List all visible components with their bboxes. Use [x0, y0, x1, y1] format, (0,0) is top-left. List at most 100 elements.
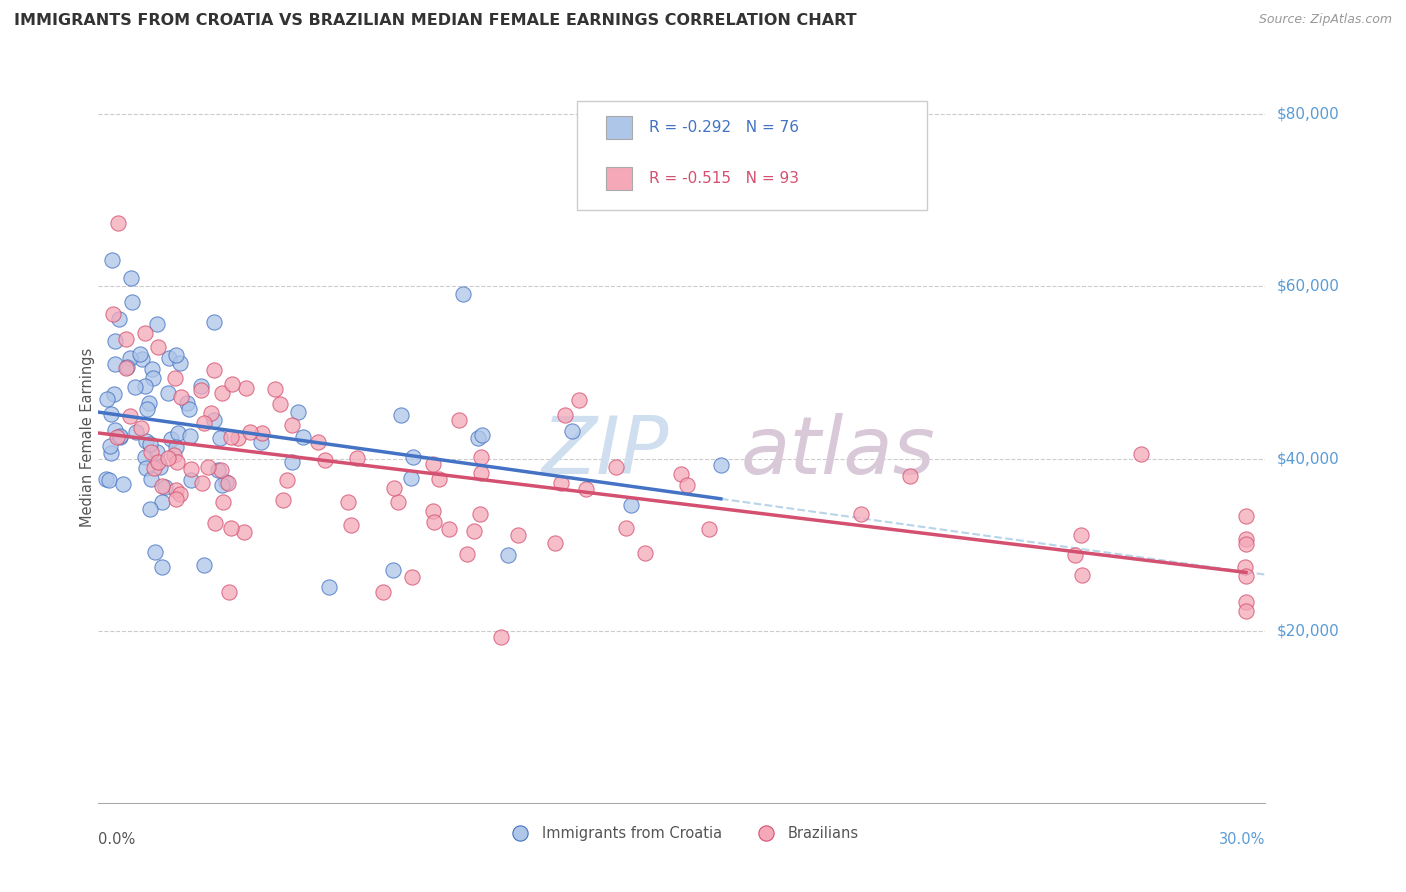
- Point: [115, 360, 138, 375]
- Point: [100, 446, 122, 460]
- Point: [94, 472, 117, 486]
- Point: [146, 340, 169, 354]
- Point: [1234, 537, 1257, 551]
- Point: [101, 307, 124, 321]
- Point: [422, 515, 444, 529]
- Point: [138, 396, 160, 410]
- Point: [150, 559, 173, 574]
- Point: [104, 357, 127, 371]
- Point: [104, 423, 127, 437]
- Text: $80,000: $80,000: [1277, 107, 1340, 122]
- Point: [190, 383, 212, 397]
- Point: [340, 517, 363, 532]
- Point: [159, 432, 181, 446]
- Point: [176, 395, 198, 409]
- Point: [371, 585, 394, 599]
- Text: $20,000: $20,000: [1277, 624, 1340, 638]
- Point: [131, 352, 153, 367]
- Point: [148, 455, 170, 469]
- Point: [318, 580, 340, 594]
- Point: [149, 459, 172, 474]
- Point: [139, 437, 162, 451]
- Point: [544, 536, 567, 550]
- Point: [276, 473, 298, 487]
- Text: 30.0%: 30.0%: [1219, 832, 1265, 847]
- Point: [191, 475, 214, 490]
- Point: [568, 393, 591, 408]
- Point: [128, 347, 150, 361]
- Point: [179, 429, 201, 443]
- Point: [169, 356, 191, 370]
- Point: [135, 434, 157, 448]
- Point: [387, 495, 409, 509]
- Point: [193, 558, 215, 573]
- Legend: Immigrants from Croatia, Brazilians: Immigrants from Croatia, Brazilians: [499, 820, 865, 847]
- Point: [134, 450, 156, 464]
- Point: [165, 371, 187, 385]
- Point: [211, 386, 233, 401]
- Point: [142, 461, 165, 475]
- Point: [467, 431, 489, 445]
- FancyBboxPatch shape: [576, 101, 927, 211]
- Point: [249, 434, 271, 449]
- Point: [470, 450, 492, 465]
- Point: [165, 483, 187, 497]
- Point: [287, 405, 309, 419]
- Point: [346, 450, 368, 465]
- Point: [1234, 569, 1257, 583]
- Point: [470, 507, 492, 521]
- Point: [101, 252, 124, 267]
- Point: [105, 430, 128, 444]
- Point: [221, 376, 243, 391]
- Point: [226, 431, 249, 445]
- Point: [142, 371, 165, 385]
- Point: [215, 475, 238, 489]
- Point: [177, 401, 200, 416]
- Point: [97, 473, 120, 487]
- Point: [207, 463, 229, 477]
- Point: [141, 472, 163, 486]
- Text: $60,000: $60,000: [1277, 279, 1340, 294]
- Point: [456, 547, 478, 561]
- Point: [120, 270, 142, 285]
- Point: [107, 216, 129, 230]
- Point: [235, 381, 257, 395]
- Point: [1234, 594, 1257, 608]
- Text: $40,000: $40,000: [1277, 451, 1340, 467]
- Point: [141, 444, 163, 458]
- Point: [129, 420, 152, 434]
- Point: [1234, 532, 1257, 546]
- Point: [121, 294, 143, 309]
- Point: [489, 630, 512, 644]
- Point: [506, 527, 529, 541]
- Point: [232, 524, 254, 539]
- Point: [157, 351, 180, 365]
- Point: [620, 498, 643, 512]
- Point: [204, 315, 226, 329]
- Point: [447, 413, 470, 427]
- Point: [451, 287, 474, 301]
- Point: [669, 467, 692, 481]
- Point: [675, 478, 697, 492]
- Point: [269, 397, 291, 411]
- Point: [157, 451, 180, 466]
- FancyBboxPatch shape: [606, 168, 631, 190]
- Point: [143, 545, 166, 559]
- Point: [139, 502, 162, 516]
- Point: [135, 402, 157, 417]
- Point: [849, 507, 872, 521]
- Point: [170, 390, 193, 404]
- Point: [115, 360, 138, 375]
- Point: [605, 459, 627, 474]
- Point: [217, 476, 239, 491]
- Point: [125, 425, 148, 440]
- Text: Source: ZipAtlas.com: Source: ZipAtlas.com: [1258, 13, 1392, 27]
- Point: [561, 424, 583, 438]
- Point: [180, 462, 202, 476]
- Point: [402, 450, 425, 464]
- Point: [135, 461, 157, 475]
- Point: [111, 476, 134, 491]
- Text: 0.0%: 0.0%: [98, 832, 135, 847]
- Point: [422, 504, 444, 518]
- Point: [98, 439, 121, 453]
